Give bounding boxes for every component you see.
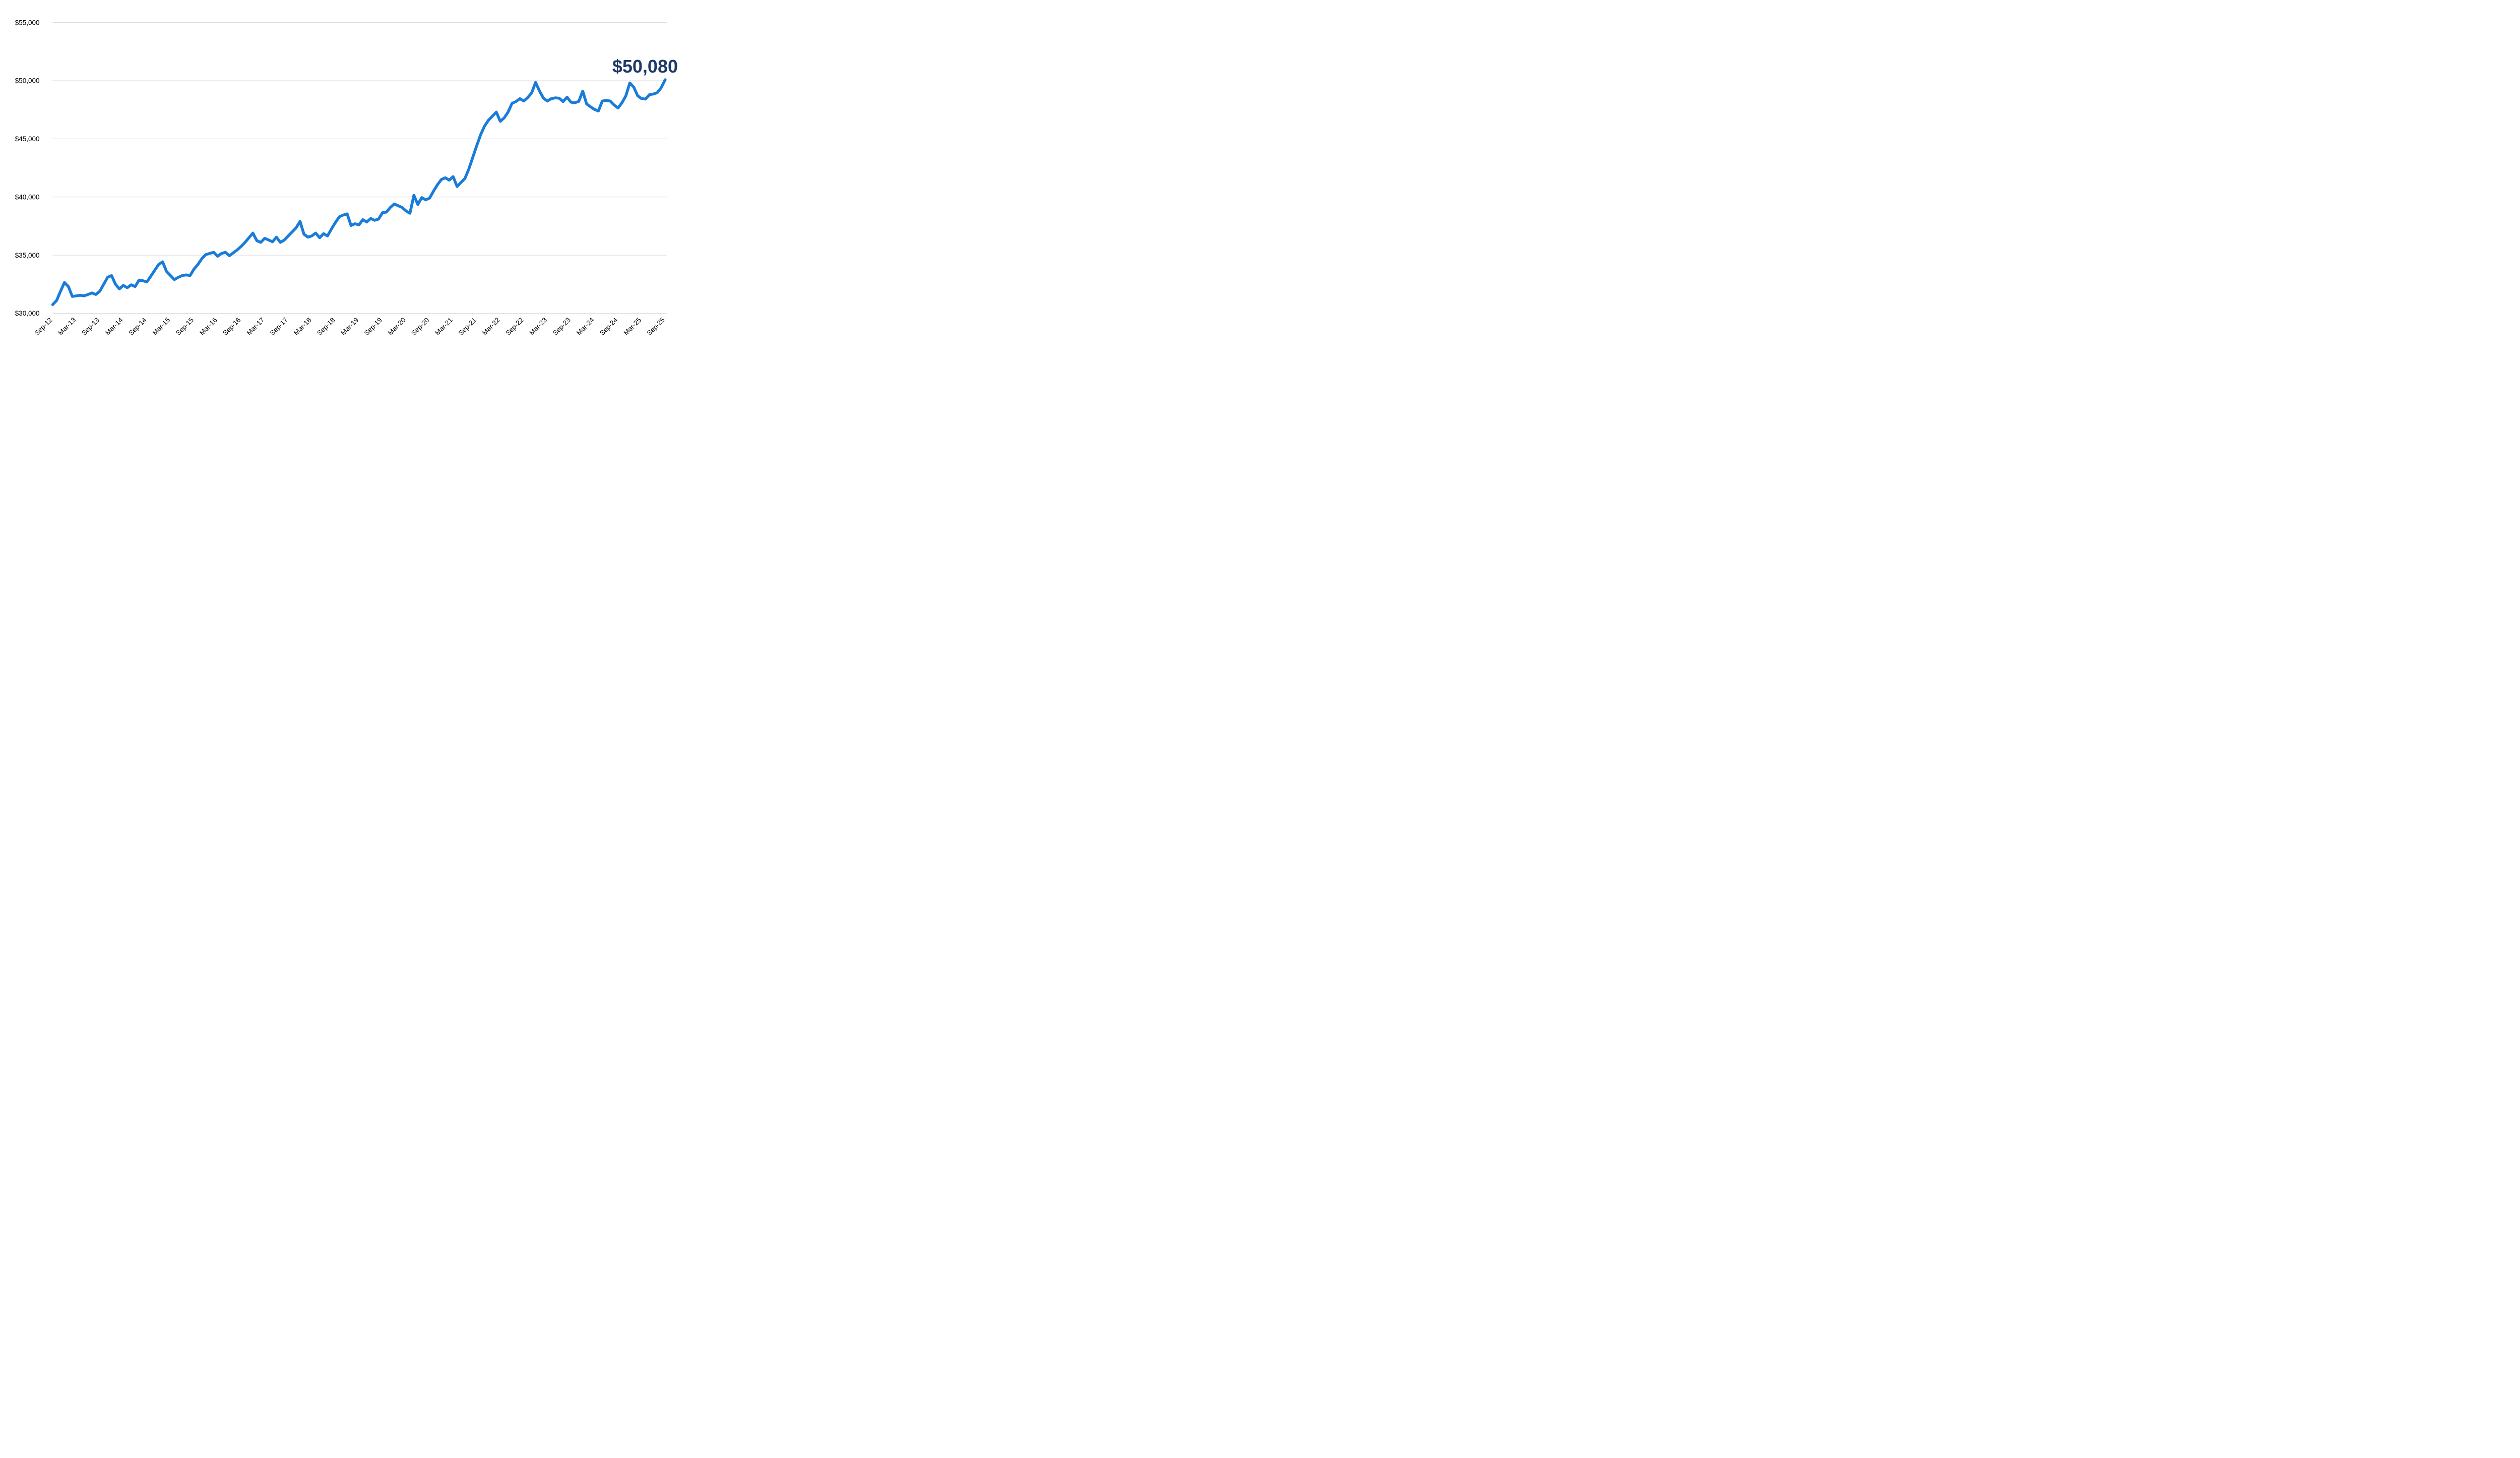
y-axis-tick-label: $40,000: [15, 193, 40, 201]
y-axis-tick-label: $35,000: [15, 252, 40, 259]
earnings-line-chart: $30,000 $35,000 $40,000 $45,000 $50,000 $55,0…: [0, 0, 710, 364]
end-label-layer: $50,080: [612, 56, 678, 77]
series-line: [51, 78, 667, 307]
y-axis-tick-label: $55,000: [15, 19, 40, 26]
y-axis-tick-label: $30,000: [15, 310, 40, 317]
y-axis-tick-label: $45,000: [15, 135, 40, 143]
y-axis-tick-label: $50,000: [15, 77, 40, 85]
chart-canvas: $30,000 $35,000 $40,000 $45,000 $50,000 $55,0…: [15, 19, 667, 337]
end-value-label: $50,080: [612, 56, 678, 77]
